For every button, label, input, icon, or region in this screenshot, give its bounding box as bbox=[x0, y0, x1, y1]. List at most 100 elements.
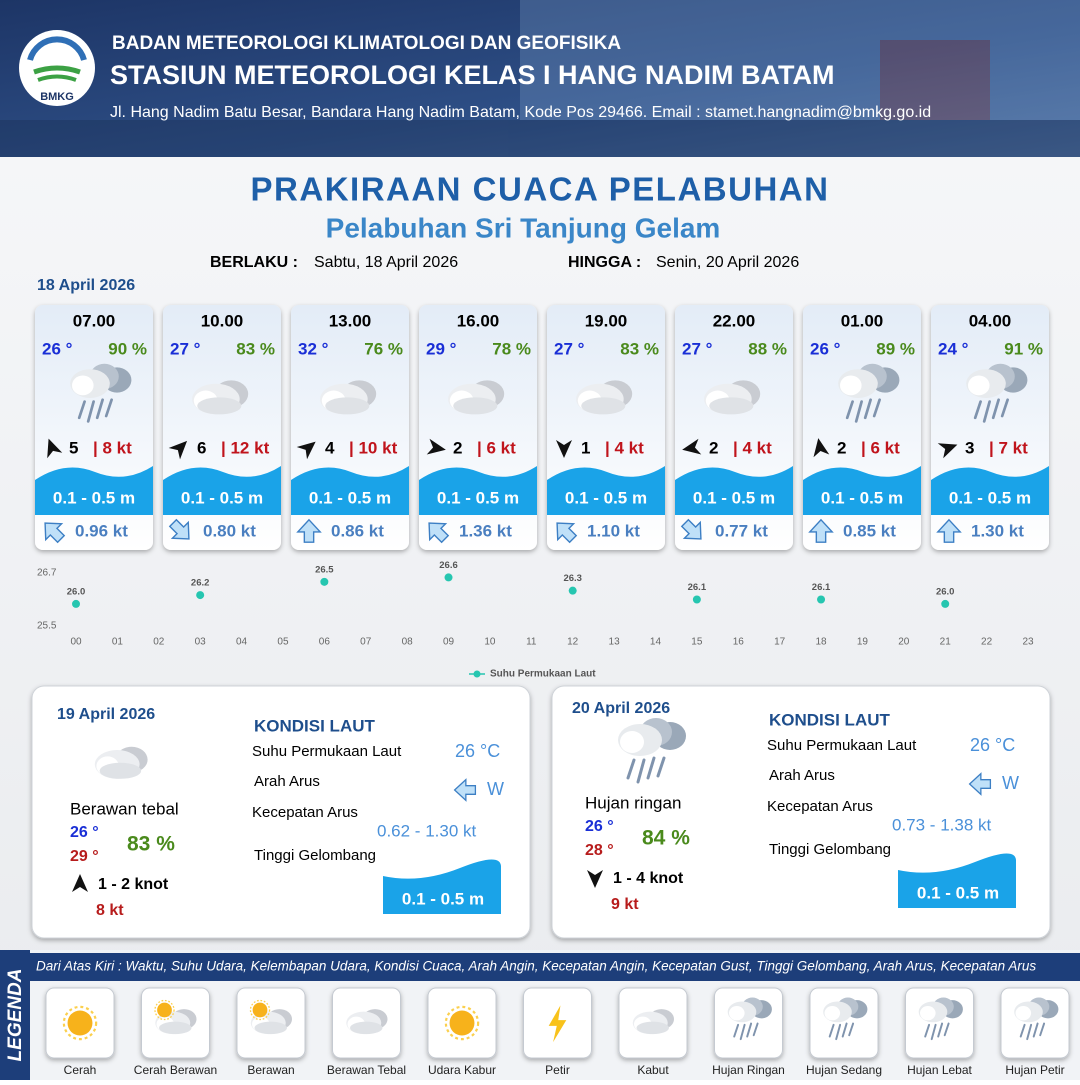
x-tick-label: 00 bbox=[70, 637, 82, 648]
wind: 1 - 4 knot bbox=[613, 870, 684, 887]
address: Jl. Hang Nadim Batu Besar, Bandara Hang … bbox=[110, 104, 931, 121]
legend-title: LEGENDA bbox=[5, 969, 26, 1062]
legend-item: Hujan Lebat bbox=[905, 987, 974, 1077]
temperature: 26 ° bbox=[42, 339, 73, 358]
sst: 26 °C bbox=[455, 741, 500, 761]
sst: 26 °C bbox=[970, 735, 1015, 755]
humidity: 78 % bbox=[492, 339, 531, 358]
wave-band bbox=[547, 466, 665, 515]
sea-title: KONDISI LAUT bbox=[254, 716, 376, 735]
gust: | 8 kt bbox=[93, 438, 132, 457]
x-tick-label: 14 bbox=[650, 637, 662, 648]
time: 04.00 bbox=[969, 311, 1012, 330]
current-speed-label: Kecepatan Arus bbox=[767, 798, 873, 815]
temperature: 26 ° bbox=[810, 339, 841, 358]
legend-label: Kabut bbox=[637, 1063, 669, 1077]
current-speed: 0.85 kt bbox=[843, 521, 896, 540]
x-tick-label: 06 bbox=[319, 637, 331, 648]
agency-name: BADAN METEOROLOGI KLIMATOLOGI DAN GEOFIS… bbox=[112, 33, 621, 54]
wave-height: 0.1 - 0.5 m bbox=[565, 488, 647, 507]
data-point bbox=[72, 599, 80, 608]
x-tick-label: 09 bbox=[443, 637, 455, 648]
legend-label: Hujan Lebat bbox=[907, 1063, 972, 1077]
x-tick-label: 04 bbox=[236, 637, 248, 648]
time: 01.00 bbox=[841, 311, 884, 330]
wave-label: Tinggi Gelombang bbox=[254, 847, 376, 864]
logo-mark bbox=[27, 36, 87, 82]
x-tick-label: 07 bbox=[360, 637, 372, 648]
sea-title: KONDISI LAUT bbox=[769, 710, 891, 729]
x-tick-label: 21 bbox=[940, 637, 952, 648]
x-tick-label: 11 bbox=[526, 637, 537, 648]
legend-items: Cerah Cerah Berawan Berawan Berawan Tebal Ud… bbox=[45, 987, 1070, 1077]
time: 10.00 bbox=[201, 311, 244, 330]
time: 19.00 bbox=[585, 311, 628, 330]
x-tick-label: 10 bbox=[484, 637, 496, 648]
legend-label: Cerah Berawan bbox=[134, 1063, 217, 1077]
humidity: 84 % bbox=[642, 827, 690, 850]
current-speed: 1.30 kt bbox=[971, 521, 1024, 540]
wind-speed: 3 bbox=[965, 438, 974, 457]
data-label: 26.2 bbox=[191, 578, 210, 589]
legend-item: Udara Kabur bbox=[427, 987, 497, 1077]
data-point bbox=[941, 599, 950, 608]
panel-bg bbox=[31, 685, 531, 939]
condition: Hujan ringan bbox=[585, 793, 681, 812]
data-point bbox=[196, 591, 205, 600]
header-banner bbox=[0, 0, 1080, 157]
wave-height: 0.1 - 0.5 m bbox=[821, 488, 903, 507]
legend-item: Hujan Sedang bbox=[806, 987, 882, 1077]
temperature: 29 ° bbox=[426, 339, 457, 358]
current-speed: 0.86 kt bbox=[331, 521, 384, 540]
x-tick-label: 08 bbox=[402, 637, 414, 648]
data-label: 26.6 bbox=[439, 560, 458, 571]
legend-label: Hujan Petir bbox=[1005, 1063, 1064, 1077]
current-speed: 0.73 - 1.38 kt bbox=[892, 815, 992, 834]
wave-band bbox=[35, 466, 153, 515]
sst-label: Suhu Permukaan Laut bbox=[767, 737, 917, 754]
gust: | 10 kt bbox=[349, 438, 398, 457]
wind-arrow bbox=[813, 438, 830, 458]
day-panel: 19 April 2026 Berawan tebal 26 ° 29 ° 83 % 1 … bbox=[31, 685, 531, 939]
wave-height: 0.1 - 0.5 m bbox=[53, 488, 135, 507]
wind-arrow bbox=[556, 440, 572, 458]
subtitle: Pelabuhan Sri Tanjung Gelam bbox=[326, 212, 721, 243]
gust: | 6 kt bbox=[861, 438, 900, 457]
temperature: 24 ° bbox=[938, 339, 969, 358]
data-point bbox=[320, 577, 329, 586]
wind-arrow bbox=[682, 438, 702, 455]
x-tick-label: 17 bbox=[774, 637, 786, 648]
data-label: 26.0 bbox=[67, 586, 86, 597]
data-label: 26.0 bbox=[936, 586, 955, 597]
temperature: 27 ° bbox=[170, 339, 201, 358]
data-label: 26.1 bbox=[688, 582, 707, 593]
day1-date: 18 April 2026 bbox=[37, 277, 135, 294]
humidity: 90 % bbox=[108, 339, 147, 358]
y-tick-label: 26.7 bbox=[37, 568, 57, 579]
wind-arrow bbox=[168, 440, 188, 460]
wind-arrow bbox=[937, 443, 958, 459]
gust: 8 kt bbox=[96, 902, 124, 919]
humidity: 89 % bbox=[876, 339, 915, 358]
temp-max: 29 ° bbox=[70, 848, 99, 865]
gust: | 4 kt bbox=[733, 438, 772, 457]
current-speed: 0.62 - 1.30 kt bbox=[377, 821, 477, 840]
date: 20 April 2026 bbox=[572, 700, 670, 717]
data-point bbox=[817, 595, 826, 604]
condition: Berawan tebal bbox=[70, 799, 179, 818]
x-tick-label: 20 bbox=[898, 637, 910, 648]
current-dir-label: Arah Arus bbox=[769, 767, 835, 784]
wave-height: 0.1 - 0.5 m bbox=[437, 488, 519, 507]
legend-item: Berawan Tebal bbox=[327, 987, 406, 1077]
x-tick-label: 19 bbox=[857, 637, 869, 648]
wave-band bbox=[803, 466, 921, 515]
x-tick-label: 05 bbox=[277, 637, 289, 648]
x-tick-label: 03 bbox=[195, 637, 207, 648]
temperature: 32 ° bbox=[298, 339, 329, 358]
humidity: 91 % bbox=[1004, 339, 1043, 358]
